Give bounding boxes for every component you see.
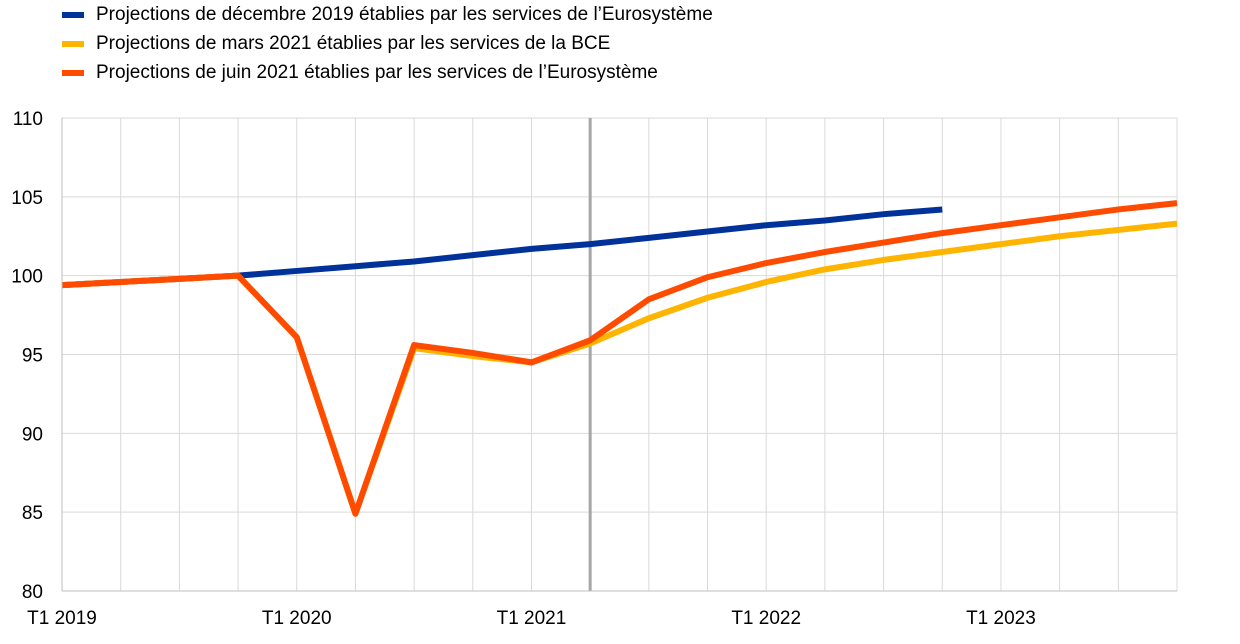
y-tick-label: 80 [22, 582, 43, 603]
legend-swatch-dec-2019 [62, 11, 84, 18]
x-tick-label: T1 2021 [497, 608, 567, 629]
legend-label-mar-2021: Projections de mars 2021 établies par le… [96, 32, 611, 54]
legend-item-jun-2021: Projections de juin 2021 établies par le… [62, 58, 713, 87]
y-tick-label: 100 [11, 267, 43, 288]
x-tick-label: T1 2020 [262, 608, 332, 629]
legend-swatch-jun-2021 [62, 69, 84, 76]
series-line-1 [61, 220, 1178, 517]
grid [61, 117, 1178, 592]
x-tick-label: T1 2022 [731, 608, 801, 629]
y-tick-label: 90 [22, 424, 43, 445]
legend-label-dec-2019: Projections de décembre 2019 établies pa… [96, 3, 713, 25]
series-line-2 [61, 200, 1178, 517]
x-tick-label: T1 2019 [27, 608, 97, 629]
y-tick-label: 95 [22, 346, 43, 367]
x-tick-label: T1 2023 [966, 608, 1036, 629]
chart-legend: Projections de décembre 2019 établies pa… [62, 0, 713, 87]
legend-item-dec-2019: Projections de décembre 2019 établies pa… [62, 0, 713, 29]
legend-item-mar-2021: Projections de mars 2021 établies par le… [62, 29, 713, 58]
legend-label-jun-2021: Projections de juin 2021 établies par le… [96, 61, 658, 83]
y-tick-label: 105 [11, 188, 43, 209]
y-tick-label: 110 [13, 109, 43, 130]
y-tick-label: 85 [22, 503, 43, 524]
series-lines [61, 200, 1178, 517]
axes: 80 85 90 95 100 105 110 T1 2019 T1 2020 T1 2021 T1… [11, 109, 1177, 629]
legend-swatch-mar-2021 [62, 40, 84, 47]
